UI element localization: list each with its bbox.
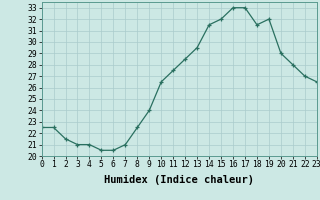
X-axis label: Humidex (Indice chaleur): Humidex (Indice chaleur)	[104, 175, 254, 185]
